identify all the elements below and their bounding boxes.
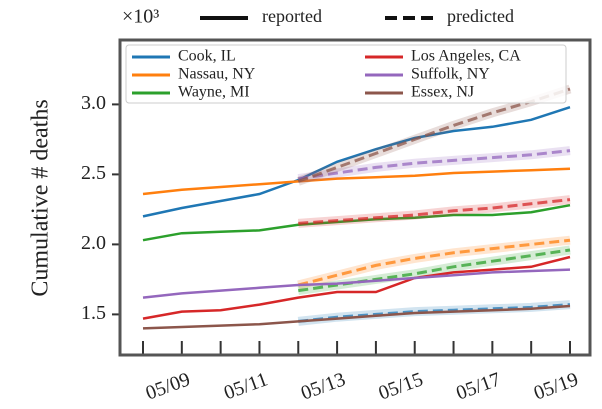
legend-label: Nassau, NY	[178, 66, 256, 83]
predicted-line	[297, 238, 571, 287]
reported-line	[142, 304, 571, 330]
y-tick-label: 2.5	[81, 162, 106, 184]
reported-line	[142, 255, 571, 320]
y-tick-label: 2.0	[81, 232, 106, 254]
x-tick-label: 05/09	[143, 368, 193, 404]
y-tick-label: 1.5	[81, 302, 106, 324]
legend-label: Suffolk, NY	[411, 66, 490, 83]
legend-box	[125, 44, 567, 104]
predicted-line	[297, 87, 571, 183]
predicted-line	[298, 149, 571, 181]
reported-line	[142, 203, 571, 242]
y-multiplier: ×10³	[122, 6, 159, 28]
reported-line	[142, 106, 571, 218]
y-axis-title: Cumulative # deaths	[28, 99, 54, 296]
reported-line	[142, 268, 571, 299]
prediction-band	[297, 235, 571, 290]
legend-label: Wayne, MI	[178, 84, 250, 101]
reported-line	[142, 167, 571, 196]
x-tick-label: 05/11	[221, 368, 271, 404]
predicted-line	[298, 198, 571, 225]
legend-label: Essex, NJ	[411, 84, 474, 101]
x-tick-label: 05/15	[376, 368, 426, 404]
x-tick-label: 05/17	[453, 368, 503, 404]
legend-reported: reported	[262, 6, 322, 26]
legend-label: Los Angeles, CA	[411, 48, 521, 65]
x-tick-label: 05/13	[298, 368, 348, 404]
legend-label: Cook, IL	[178, 48, 236, 65]
y-tick-label: 3.0	[81, 92, 106, 114]
predicted-line	[298, 303, 571, 323]
plot-frame	[118, 38, 592, 357]
legend-predicted: predicted	[447, 6, 514, 26]
x-tick-label: 05/19	[531, 368, 581, 404]
